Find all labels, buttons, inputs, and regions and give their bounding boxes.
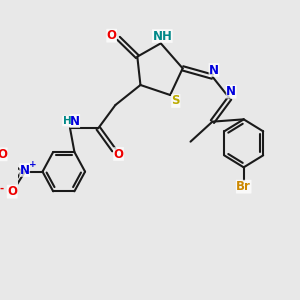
Text: O: O: [107, 29, 117, 42]
Text: H: H: [63, 116, 71, 126]
Text: Br: Br: [236, 180, 251, 193]
Text: S: S: [172, 94, 180, 107]
Text: NH: NH: [152, 29, 172, 43]
Text: O: O: [0, 148, 7, 161]
Text: N: N: [209, 64, 219, 76]
Text: O: O: [7, 185, 17, 198]
Text: Br: Br: [236, 180, 251, 193]
Text: -: -: [0, 183, 4, 193]
Text: S: S: [172, 94, 180, 107]
Text: NH: NH: [152, 29, 172, 43]
Text: O: O: [113, 148, 124, 160]
Text: O: O: [7, 185, 17, 198]
Text: +: +: [29, 160, 37, 169]
Text: H: H: [63, 116, 71, 126]
Text: N: N: [226, 85, 236, 98]
Text: O: O: [107, 29, 117, 42]
Text: N: N: [226, 85, 236, 98]
Text: N: N: [209, 64, 219, 76]
Text: N: N: [20, 164, 30, 176]
Text: N: N: [20, 164, 30, 176]
Text: O: O: [0, 148, 7, 161]
Text: O: O: [113, 148, 124, 160]
Text: N: N: [70, 115, 80, 128]
Text: N: N: [70, 115, 80, 128]
